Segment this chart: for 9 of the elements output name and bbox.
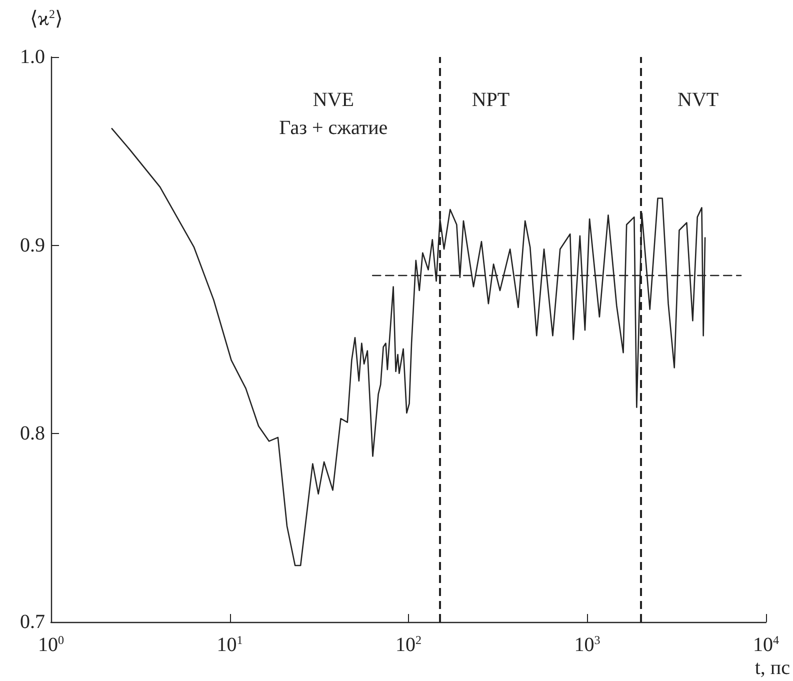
y-tick-label: 0.9 — [20, 234, 45, 256]
annotation: NVT — [678, 89, 719, 111]
annotation: NVE — [312, 89, 354, 111]
y-tick-label: 0.7 — [20, 611, 45, 633]
x-axis-title: t, пс — [754, 657, 790, 679]
annotation: NPT — [472, 89, 510, 111]
annotation: Газ + сжатие — [279, 117, 388, 139]
y-tick-label: 0.8 — [20, 422, 45, 445]
y-tick-label: 1.0 — [20, 46, 45, 68]
